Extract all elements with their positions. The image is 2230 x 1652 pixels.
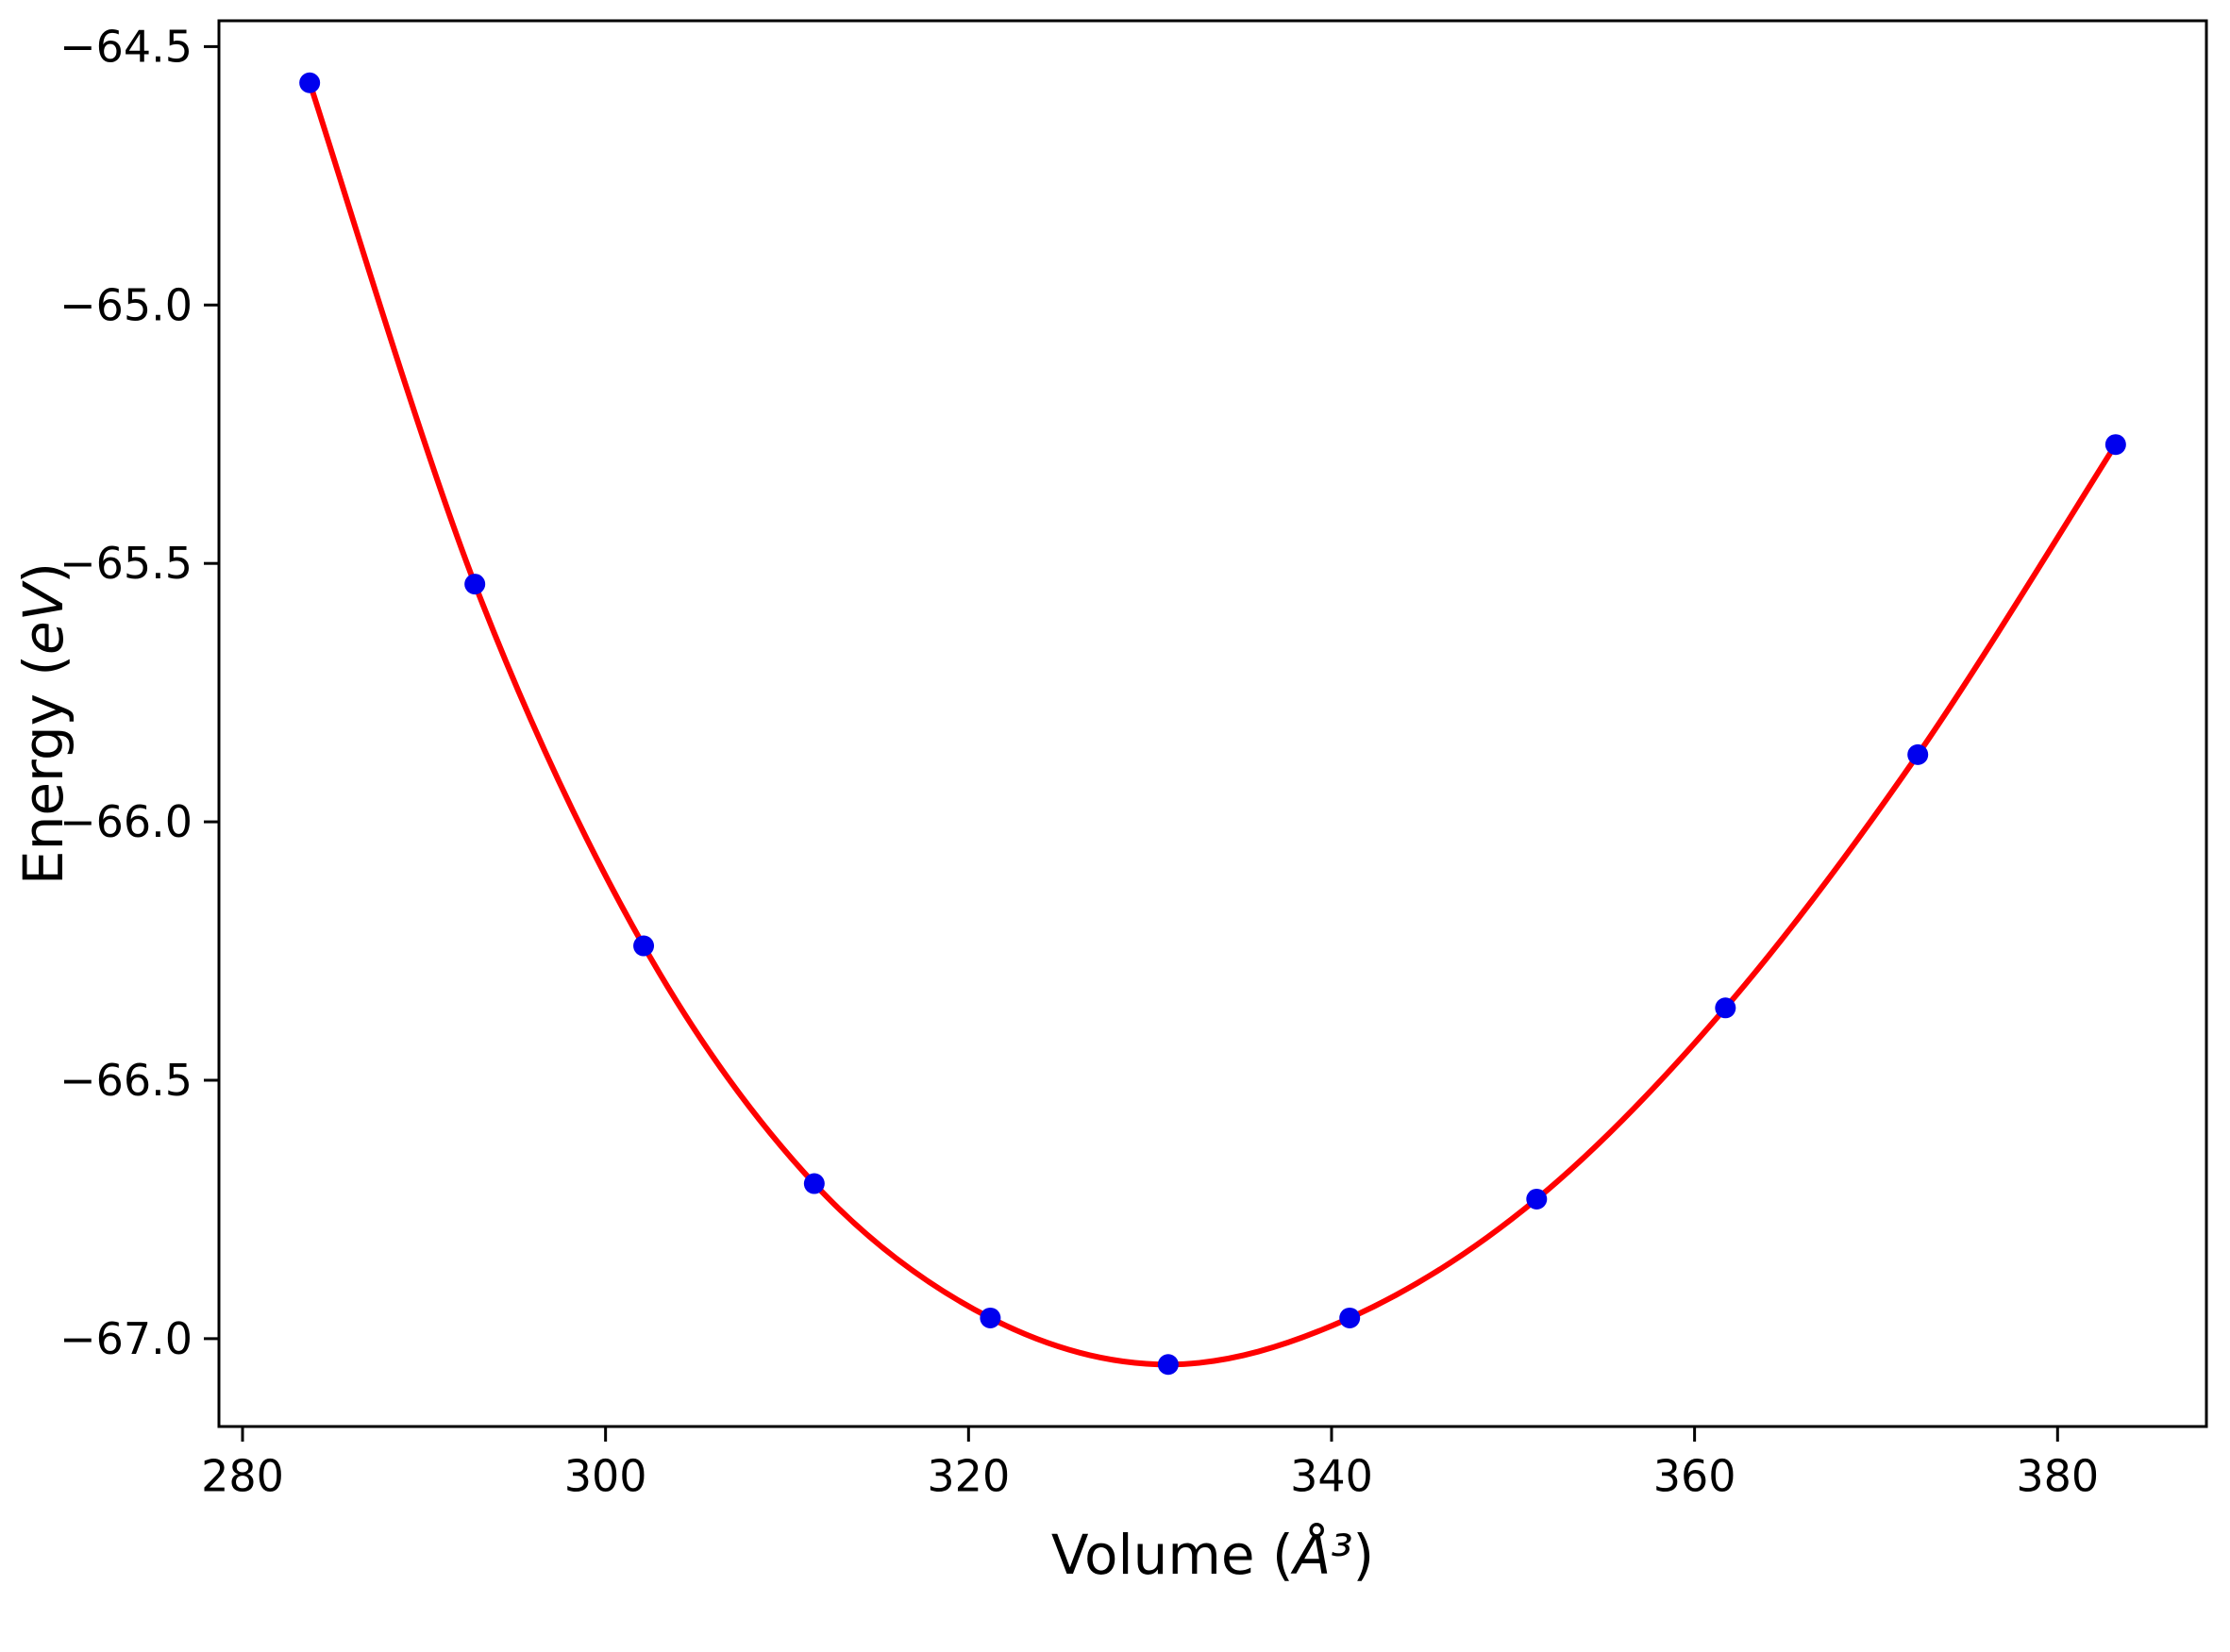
x-tick-label: 300 [564,1450,647,1501]
y-tick-label: −66.5 [59,1055,193,1106]
x-axis-label: Volume (Å³) [1051,1522,1374,1587]
x-tick-label: 320 [927,1450,1010,1501]
x-tick-label: 280 [201,1450,284,1501]
data-point [1907,743,1929,765]
fit-curve [307,79,2119,1368]
data-point [1715,997,1736,1019]
plot-frame [217,19,2208,1428]
data-point [1339,1307,1361,1328]
y-tick-label: −65.5 [59,538,193,589]
y-tick-label: −65.0 [59,279,193,330]
data-point [980,1307,1001,1328]
data-point [633,935,655,957]
data-point [464,574,486,595]
data-point [1526,1188,1548,1210]
x-tick-label: 340 [1290,1450,1373,1501]
y-tick-label: −64.5 [59,21,193,72]
data-point [1157,1354,1179,1376]
x-tick-label: 380 [2016,1450,2099,1501]
y-tick-label: −66.0 [59,796,193,847]
x-tick-label: 360 [1653,1450,1736,1501]
y-tick-label: −67.0 [59,1313,193,1364]
data-point [2104,434,2126,456]
data-point [803,1173,825,1194]
y-axis-label: Energy (eV) [11,562,75,885]
data-point [299,72,321,93]
